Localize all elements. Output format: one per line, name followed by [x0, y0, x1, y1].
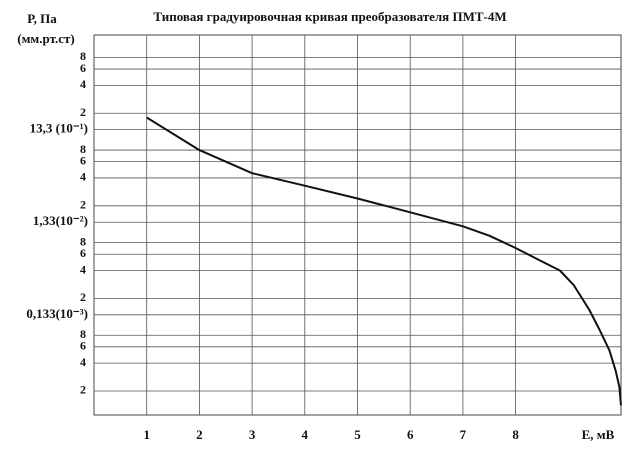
- y-axis-label-units: (мм.рт.ст): [17, 31, 75, 46]
- y-tick-label: 4: [80, 355, 86, 369]
- curve: [146, 116, 622, 406]
- x-tick-label: 5: [354, 427, 361, 442]
- y-tick-label: 13,3 (10⁻¹): [30, 121, 88, 136]
- y-tick-label: 8: [80, 142, 86, 156]
- y-tick-label: 1,33(10⁻²): [33, 213, 88, 228]
- x-tick-label: 4: [302, 427, 309, 442]
- y-tick-label: 4: [80, 77, 86, 91]
- y-tick-label: 4: [80, 170, 86, 184]
- x-tick-label: 6: [407, 427, 414, 442]
- x-tick-label: 1: [143, 427, 150, 442]
- y-axis-label: Р, Па: [27, 11, 57, 26]
- x-tick-label: 3: [249, 427, 256, 442]
- y-tick-label: 6: [80, 339, 86, 353]
- y-tick-label: 8: [80, 327, 86, 341]
- y-tick-label: 6: [80, 61, 86, 75]
- x-axis-label: Е, мВ: [582, 427, 615, 442]
- y-tick-label: 8: [80, 49, 86, 63]
- y-tick-label: 6: [80, 153, 86, 167]
- y-tick-label: 6: [80, 246, 86, 260]
- y-tick-label: 4: [80, 262, 86, 276]
- x-tick-label: 7: [460, 427, 467, 442]
- y-tick-label: 2: [80, 198, 86, 212]
- y-tick-label: 2: [80, 383, 86, 397]
- y-tick-label: 0,133(10⁻³): [26, 306, 88, 321]
- x-tick-label: 8: [512, 427, 519, 442]
- y-tick-label: 2: [80, 105, 86, 119]
- chart-title: Типовая градуировочная кривая преобразов…: [153, 9, 506, 24]
- y-tick-label: 8: [80, 234, 86, 248]
- y-tick-label: 2: [80, 290, 86, 304]
- x-tick-label: 2: [196, 427, 203, 442]
